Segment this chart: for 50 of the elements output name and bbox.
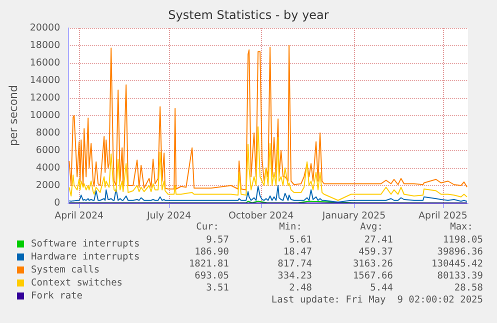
text: 18.47 [283, 246, 312, 258]
text: 39896.36 [437, 246, 484, 258]
y-tick-label: 4000 [36, 162, 60, 174]
text: 1567.66 [352, 270, 394, 282]
x-tick-label: January 2025 [321, 210, 386, 222]
text: 1198.05 [442, 234, 483, 246]
y-tick-label: 10000 [30, 110, 60, 121]
text: 3163.26 [352, 258, 394, 270]
text: 1821.81 [188, 258, 230, 270]
x-tick-label: April 2024 [54, 210, 104, 222]
y-axis-title: per second [7, 85, 20, 146]
line-series [68, 45, 468, 190]
text: Max: [450, 222, 473, 232]
text: 28.58 [454, 282, 484, 294]
legend-label: Context switches [31, 278, 123, 288]
text: 80133.39 [437, 270, 484, 282]
text: 693.05 [194, 270, 229, 282]
text: 2.48 [289, 282, 312, 294]
text: 334.23 [278, 270, 312, 282]
y-tick-label: 8000 [36, 128, 60, 138]
legend-label: Hardware interrupts [31, 252, 140, 262]
y-tick-label: 6000 [36, 145, 60, 156]
chart-title: System Statistics - by year [168, 8, 329, 22]
text: 5.44 [370, 282, 394, 294]
text: 9.57 [206, 234, 229, 246]
legend-label: System calls [31, 264, 100, 276]
text: 5.61 [289, 234, 312, 246]
line-series [68, 126, 468, 201]
text: 130445.42 [432, 258, 483, 270]
text: Cur: [196, 222, 219, 232]
text: 817.74 [278, 258, 312, 270]
legend-label: Software interrupts [31, 238, 140, 250]
text: Last update: Fri May 9 02:00:02 2025 [271, 294, 483, 306]
y-tick-label: 16000 [30, 58, 60, 68]
legend-label: Fork rate [31, 290, 83, 302]
text: 3.51 [206, 282, 230, 294]
y-tick-label: 0 [54, 198, 60, 208]
text: 459.37 [358, 246, 393, 258]
y-tick-label: 2000 [36, 180, 60, 191]
x-tick-label: July 2024 [146, 210, 192, 222]
text: Min: [279, 222, 302, 232]
y-tick-label: 14000 [30, 75, 60, 86]
x-tick-label: April 2025 [418, 210, 468, 222]
text: 27.41 [364, 234, 394, 246]
y-tick-label: 18000 [30, 40, 60, 51]
y-tick-label: 12000 [30, 92, 60, 104]
y-tick-label: 20000 [30, 22, 60, 34]
text: Avg: [360, 222, 383, 232]
text: 186.90 [194, 246, 230, 258]
x-tick-label: October 2024 [228, 210, 294, 222]
